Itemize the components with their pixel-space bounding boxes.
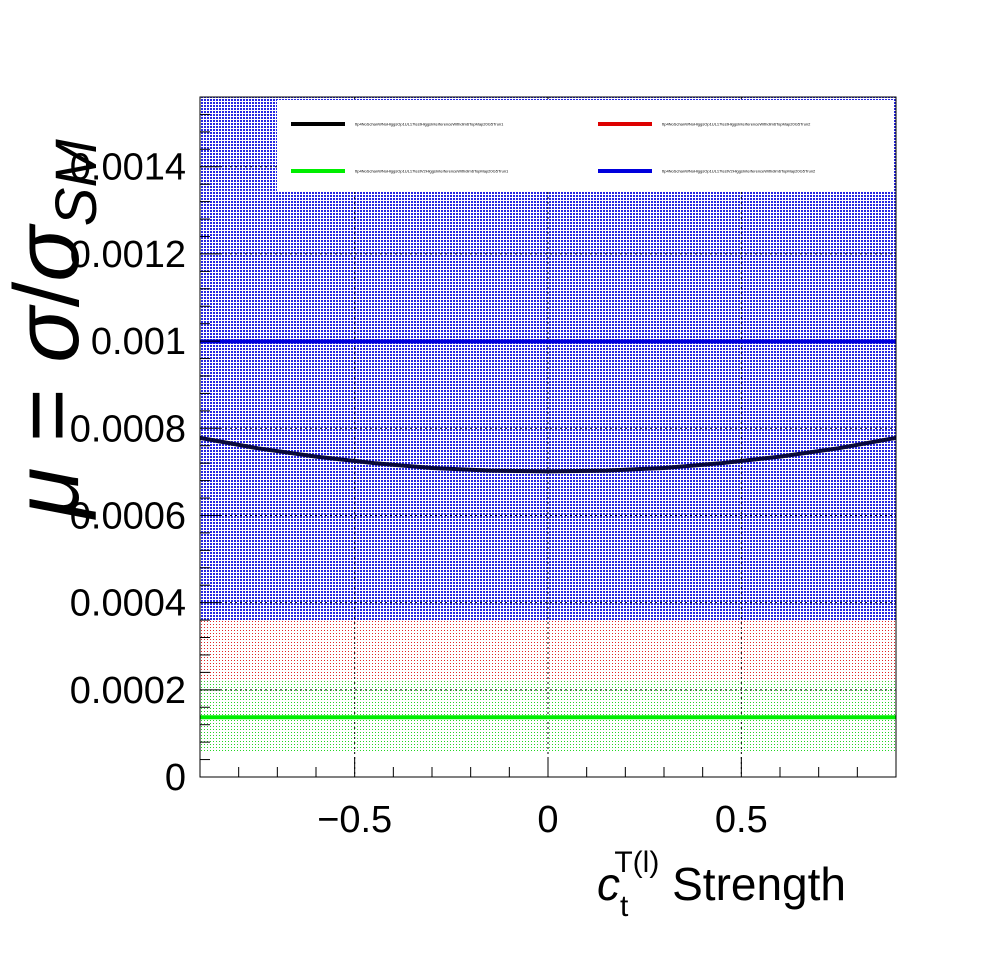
legend: ttp4NoSchanWNoHiggsOp1UL17testHiggsInter… bbox=[277, 100, 894, 192]
y-tick-label-0: 0 bbox=[165, 757, 186, 799]
y-tick-label-1: 0.0002 bbox=[70, 670, 186, 712]
y-tick-label-4: 0.0008 bbox=[70, 408, 186, 450]
y-axis-title: μ = σ/σSM bbox=[0, 139, 109, 520]
legend-label-2: ttp4NoSchanWNoHiggsOp1UL17testHiggsInter… bbox=[662, 122, 811, 127]
series-lines bbox=[199, 339, 897, 720]
series-line-0 bbox=[199, 435, 897, 474]
y-tick-label-7: 0.0014 bbox=[70, 147, 186, 189]
legend-label-3: ttp4NoSchanWNoHiggsOp1UL17testV2HiggsInt… bbox=[662, 169, 816, 174]
x-tick-label-1: 0 bbox=[537, 799, 558, 841]
y-tick-label-6: 0.0012 bbox=[70, 234, 186, 276]
band-2 bbox=[200, 620, 896, 682]
y-tick-label-3: 0.0006 bbox=[70, 495, 186, 537]
x-tick-label-0: −0.5 bbox=[317, 799, 392, 841]
x-axis-ticks: −0.5 0 0.5 bbox=[199, 757, 897, 841]
band-3 bbox=[200, 190, 896, 621]
y-tick-label-2: 0.0004 bbox=[70, 583, 186, 625]
y-axis-ticks: 0 0.0002 0.0004 0.0006 0.0008 0.001 0.0012 0.00… bbox=[70, 96, 220, 799]
x-tick-label-2: 0.5 bbox=[715, 799, 768, 841]
legend-label-0: ttp4NoSchanWNoHiggsOp1UL17testHiggsInter… bbox=[355, 122, 504, 127]
legend-box bbox=[277, 100, 894, 192]
legend-label-1: ttp4NoSchanWNoHiggsOp1UL17testV2HiggsInt… bbox=[355, 169, 509, 174]
y-tick-label-5: 0.001 bbox=[91, 321, 186, 363]
x-axis-title: ctT(l) Strength bbox=[597, 846, 846, 923]
